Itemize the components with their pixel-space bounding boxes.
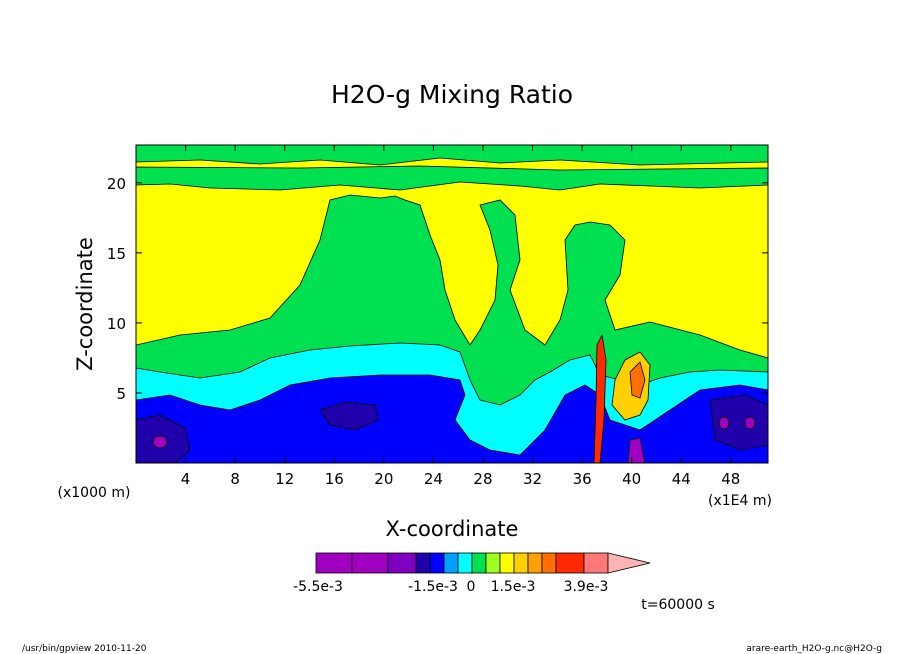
colorbar-extend-arrow bbox=[607, 552, 651, 574]
y-tick-label: 20 bbox=[107, 175, 126, 193]
colorbar-segment bbox=[583, 552, 609, 574]
colorbar-segment bbox=[443, 552, 459, 574]
darkblue-blob-1 bbox=[319, 401, 379, 431]
colorbar-segment bbox=[457, 552, 473, 574]
colorbar-segment bbox=[351, 552, 389, 574]
colorbar-segment bbox=[429, 552, 445, 574]
x-axis-label: X-coordinate bbox=[386, 517, 519, 541]
colorbar bbox=[315, 552, 651, 574]
x-tick-label: 40 bbox=[622, 470, 641, 488]
y-axis-label: Z-coordinate bbox=[73, 237, 97, 371]
colorbar-segment bbox=[541, 552, 557, 574]
colorbar-segment bbox=[527, 552, 543, 574]
colorbar-segment bbox=[513, 552, 529, 574]
purple-core-1 bbox=[152, 435, 168, 449]
colorbar-tick-label: 3.9e-3 bbox=[564, 579, 609, 595]
colorbar-segment bbox=[315, 552, 353, 574]
colorbar-segment bbox=[415, 552, 431, 574]
x-ticks: 4 8 12 16 20 24 28 32 36 40 44 48 bbox=[181, 145, 740, 488]
x-tick-label: 28 bbox=[473, 470, 492, 488]
x-tick-label: 36 bbox=[573, 470, 592, 488]
x-tick-label: 20 bbox=[374, 470, 393, 488]
x-tick-label: 12 bbox=[275, 470, 294, 488]
convective-core bbox=[629, 361, 646, 399]
x-tick-label: 48 bbox=[721, 470, 740, 488]
y-tick-label: 10 bbox=[107, 315, 126, 333]
colorbar-segment bbox=[471, 552, 487, 574]
time-label: t=60000 s bbox=[641, 597, 715, 613]
colorbar-tick-label: 1.5e-3 bbox=[491, 579, 536, 595]
x-tick-label: 32 bbox=[523, 470, 542, 488]
x-tick-label: 16 bbox=[325, 470, 344, 488]
column-base bbox=[627, 437, 646, 463]
colorbar-segment bbox=[387, 552, 417, 574]
footer-program: /usr/bin/gpview 2010-11-20 bbox=[22, 644, 147, 654]
upper-green-band-2 bbox=[136, 165, 768, 191]
colorbar-tick-label: -1.5e-3 bbox=[408, 579, 458, 595]
colorbar-tick-label: 0 bbox=[467, 579, 476, 595]
narrow-column bbox=[593, 333, 607, 463]
contour-fill bbox=[136, 145, 768, 463]
x-unit-right: (x1E4 m) bbox=[708, 493, 772, 509]
footer-file: arare-earth_H2O-g.nc@H2O-g bbox=[746, 644, 882, 654]
colorbar-tick-labels: -5.5e-3 -1.5e-3 0 1.5e-3 3.9e-3 bbox=[293, 579, 608, 595]
colorbar-segment bbox=[499, 552, 515, 574]
x-tick-label: 44 bbox=[672, 470, 691, 488]
colorbar-segment bbox=[485, 552, 501, 574]
chart-title: H2O-g Mixing Ratio bbox=[331, 80, 573, 109]
colorbar-tick-label: -5.5e-3 bbox=[293, 579, 343, 595]
purple-core-2 bbox=[718, 416, 730, 430]
x-tick-label: 24 bbox=[424, 470, 443, 488]
colorbar-segment bbox=[555, 552, 585, 574]
upper-green-band bbox=[136, 145, 768, 166]
blue-region bbox=[136, 374, 768, 463]
x-tick-label: 4 bbox=[181, 470, 191, 488]
x-tick-label: 8 bbox=[230, 470, 240, 488]
plot-frame bbox=[135, 144, 769, 464]
x-unit-left: (x1000 m) bbox=[58, 485, 131, 501]
purple-core-3 bbox=[744, 416, 756, 430]
darkblue-blob-2 bbox=[709, 394, 768, 451]
y-tick-label: 15 bbox=[107, 245, 126, 263]
y-tick-label: 5 bbox=[116, 385, 126, 403]
y-ticks: 5 10 15 20 bbox=[107, 175, 768, 403]
